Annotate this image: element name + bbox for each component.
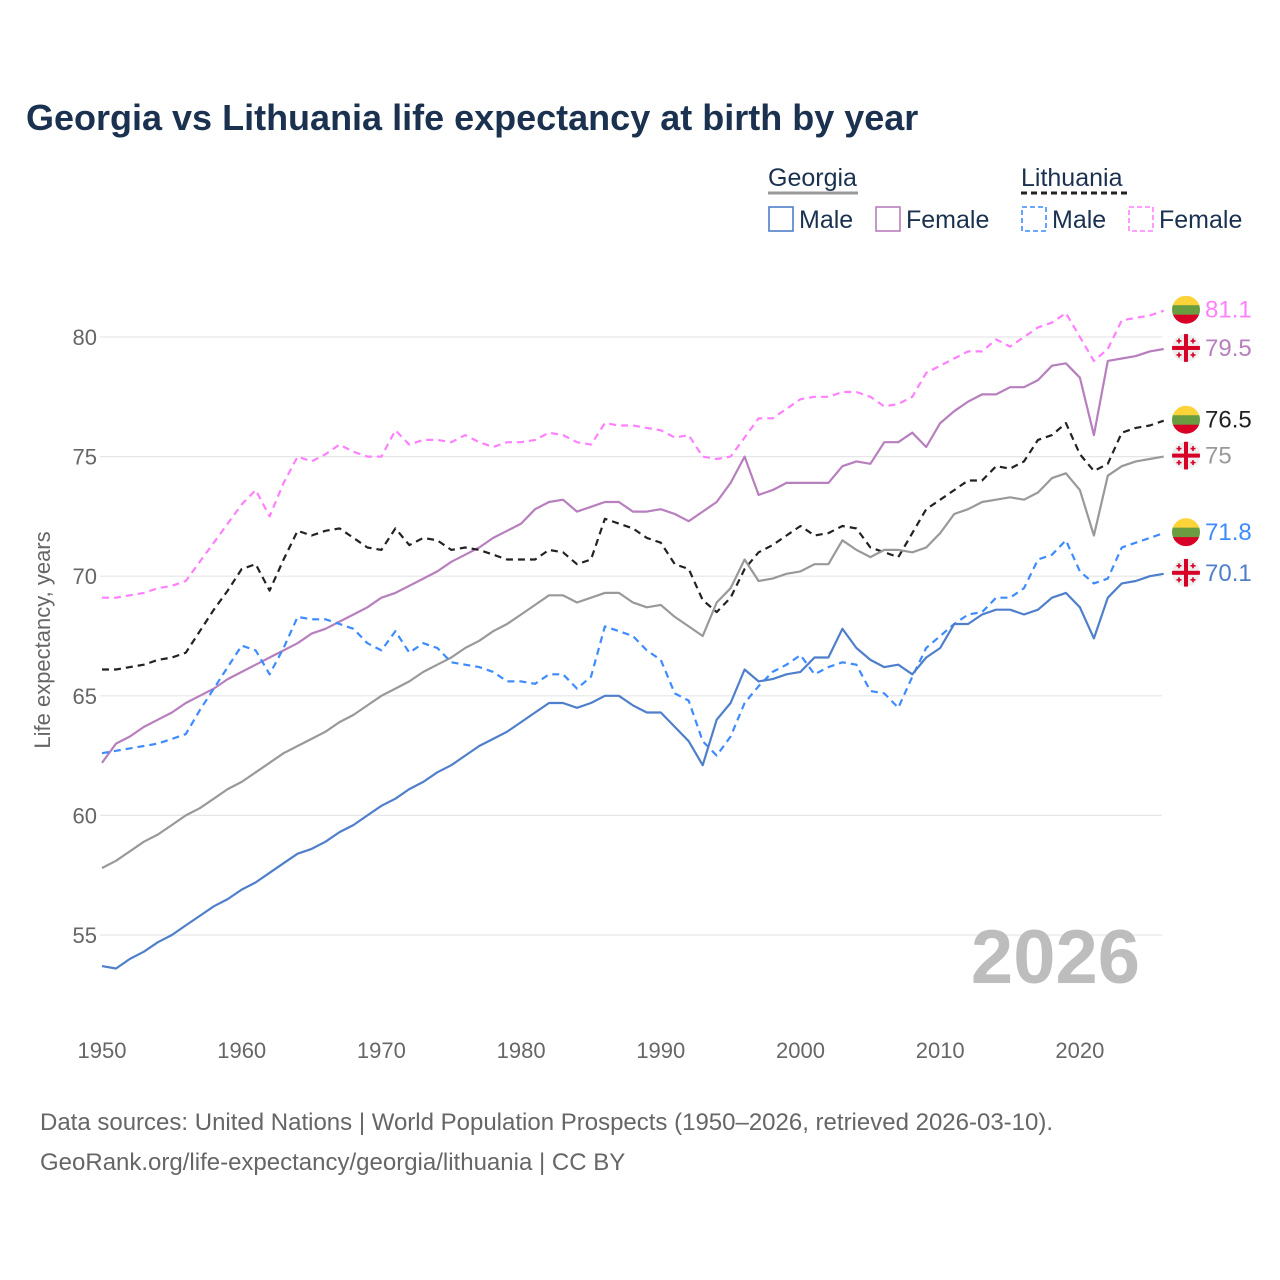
x-tick-label: 1990 bbox=[636, 1038, 685, 1063]
georgia-flag-icon bbox=[1172, 558, 1200, 587]
lithuania-flag-icon bbox=[1172, 518, 1200, 547]
series-line-ge-male bbox=[101, 572, 1164, 970]
y-axis: 55 60 65 70 75 80 bbox=[73, 325, 97, 948]
end-labels: 81.1 79.5 76.5 75 71.8 70.1 bbox=[1172, 295, 1252, 587]
end-label-ge-female: 79.5 bbox=[1205, 335, 1252, 362]
year-watermark: 2026 bbox=[971, 915, 1140, 1000]
end-label-lt-total: 76.5 bbox=[1205, 407, 1252, 434]
series-line-lt-male bbox=[101, 532, 1165, 757]
legend-lithuania-female[interactable]: Female bbox=[1159, 206, 1242, 234]
x-tick-label: 1950 bbox=[78, 1038, 127, 1063]
grid bbox=[100, 336, 1162, 936]
end-label-ge-total: 75 bbox=[1205, 443, 1232, 470]
legend-swatch-georgia-male bbox=[768, 206, 794, 232]
x-tick-label: 2010 bbox=[916, 1038, 965, 1063]
series-line-ge-total bbox=[101, 455, 1164, 869]
legend-swatch-lithuania-male bbox=[1021, 206, 1047, 232]
footer-sources: Data sources: United Nations | World Pop… bbox=[40, 1109, 1053, 1136]
legend: Georgia Male Female Lithuania Male Femal… bbox=[768, 164, 1242, 234]
y-tick-label: 55 bbox=[73, 923, 97, 948]
series-lines bbox=[101, 309, 1165, 970]
x-tick-label: 2000 bbox=[776, 1038, 825, 1063]
y-axis-label: Life expectancy, years bbox=[30, 531, 55, 748]
legend-group-georgia: Georgia bbox=[768, 164, 857, 192]
legend-swatch-georgia-female bbox=[875, 206, 901, 232]
georgia-flag-icon bbox=[1172, 441, 1200, 470]
y-tick-label: 65 bbox=[73, 684, 97, 709]
end-label-ge-male: 70.1 bbox=[1205, 560, 1252, 587]
y-tick-label: 70 bbox=[73, 564, 97, 589]
series-line-lt-total bbox=[102, 419, 1165, 671]
chart-title: Georgia vs Lithuania life expectancy at … bbox=[26, 97, 918, 138]
footer-link[interactable]: GeoRank.org/life-expectancy/georgia/lith… bbox=[40, 1149, 625, 1176]
x-tick-label: 2020 bbox=[1055, 1038, 1104, 1063]
legend-swatch-lithuania-female bbox=[1128, 206, 1154, 232]
legend-lithuania-male[interactable]: Male bbox=[1052, 206, 1106, 234]
y-tick-label: 75 bbox=[73, 445, 97, 470]
x-tick-label: 1980 bbox=[497, 1038, 546, 1063]
end-label-lt-female: 81.1 bbox=[1205, 297, 1252, 324]
legend-georgia-female[interactable]: Female bbox=[906, 206, 989, 234]
series-line-lt-female bbox=[102, 309, 1165, 599]
lithuania-flag-icon bbox=[1172, 295, 1200, 324]
series-line-ge-female bbox=[101, 347, 1164, 764]
x-axis: 1950 1960 1970 1980 1990 2000 2010 2020 bbox=[78, 1038, 1105, 1063]
x-tick-label: 1960 bbox=[217, 1038, 266, 1063]
end-label-lt-male: 71.8 bbox=[1205, 519, 1252, 546]
legend-group-lithuania: Lithuania bbox=[1021, 164, 1123, 192]
legend-georgia-male[interactable]: Male bbox=[799, 206, 853, 234]
y-tick-label: 60 bbox=[73, 803, 97, 828]
georgia-flag-icon bbox=[1172, 333, 1200, 362]
x-tick-label: 1970 bbox=[357, 1038, 406, 1063]
lithuania-flag-icon bbox=[1172, 405, 1200, 434]
y-tick-label: 80 bbox=[73, 325, 97, 350]
